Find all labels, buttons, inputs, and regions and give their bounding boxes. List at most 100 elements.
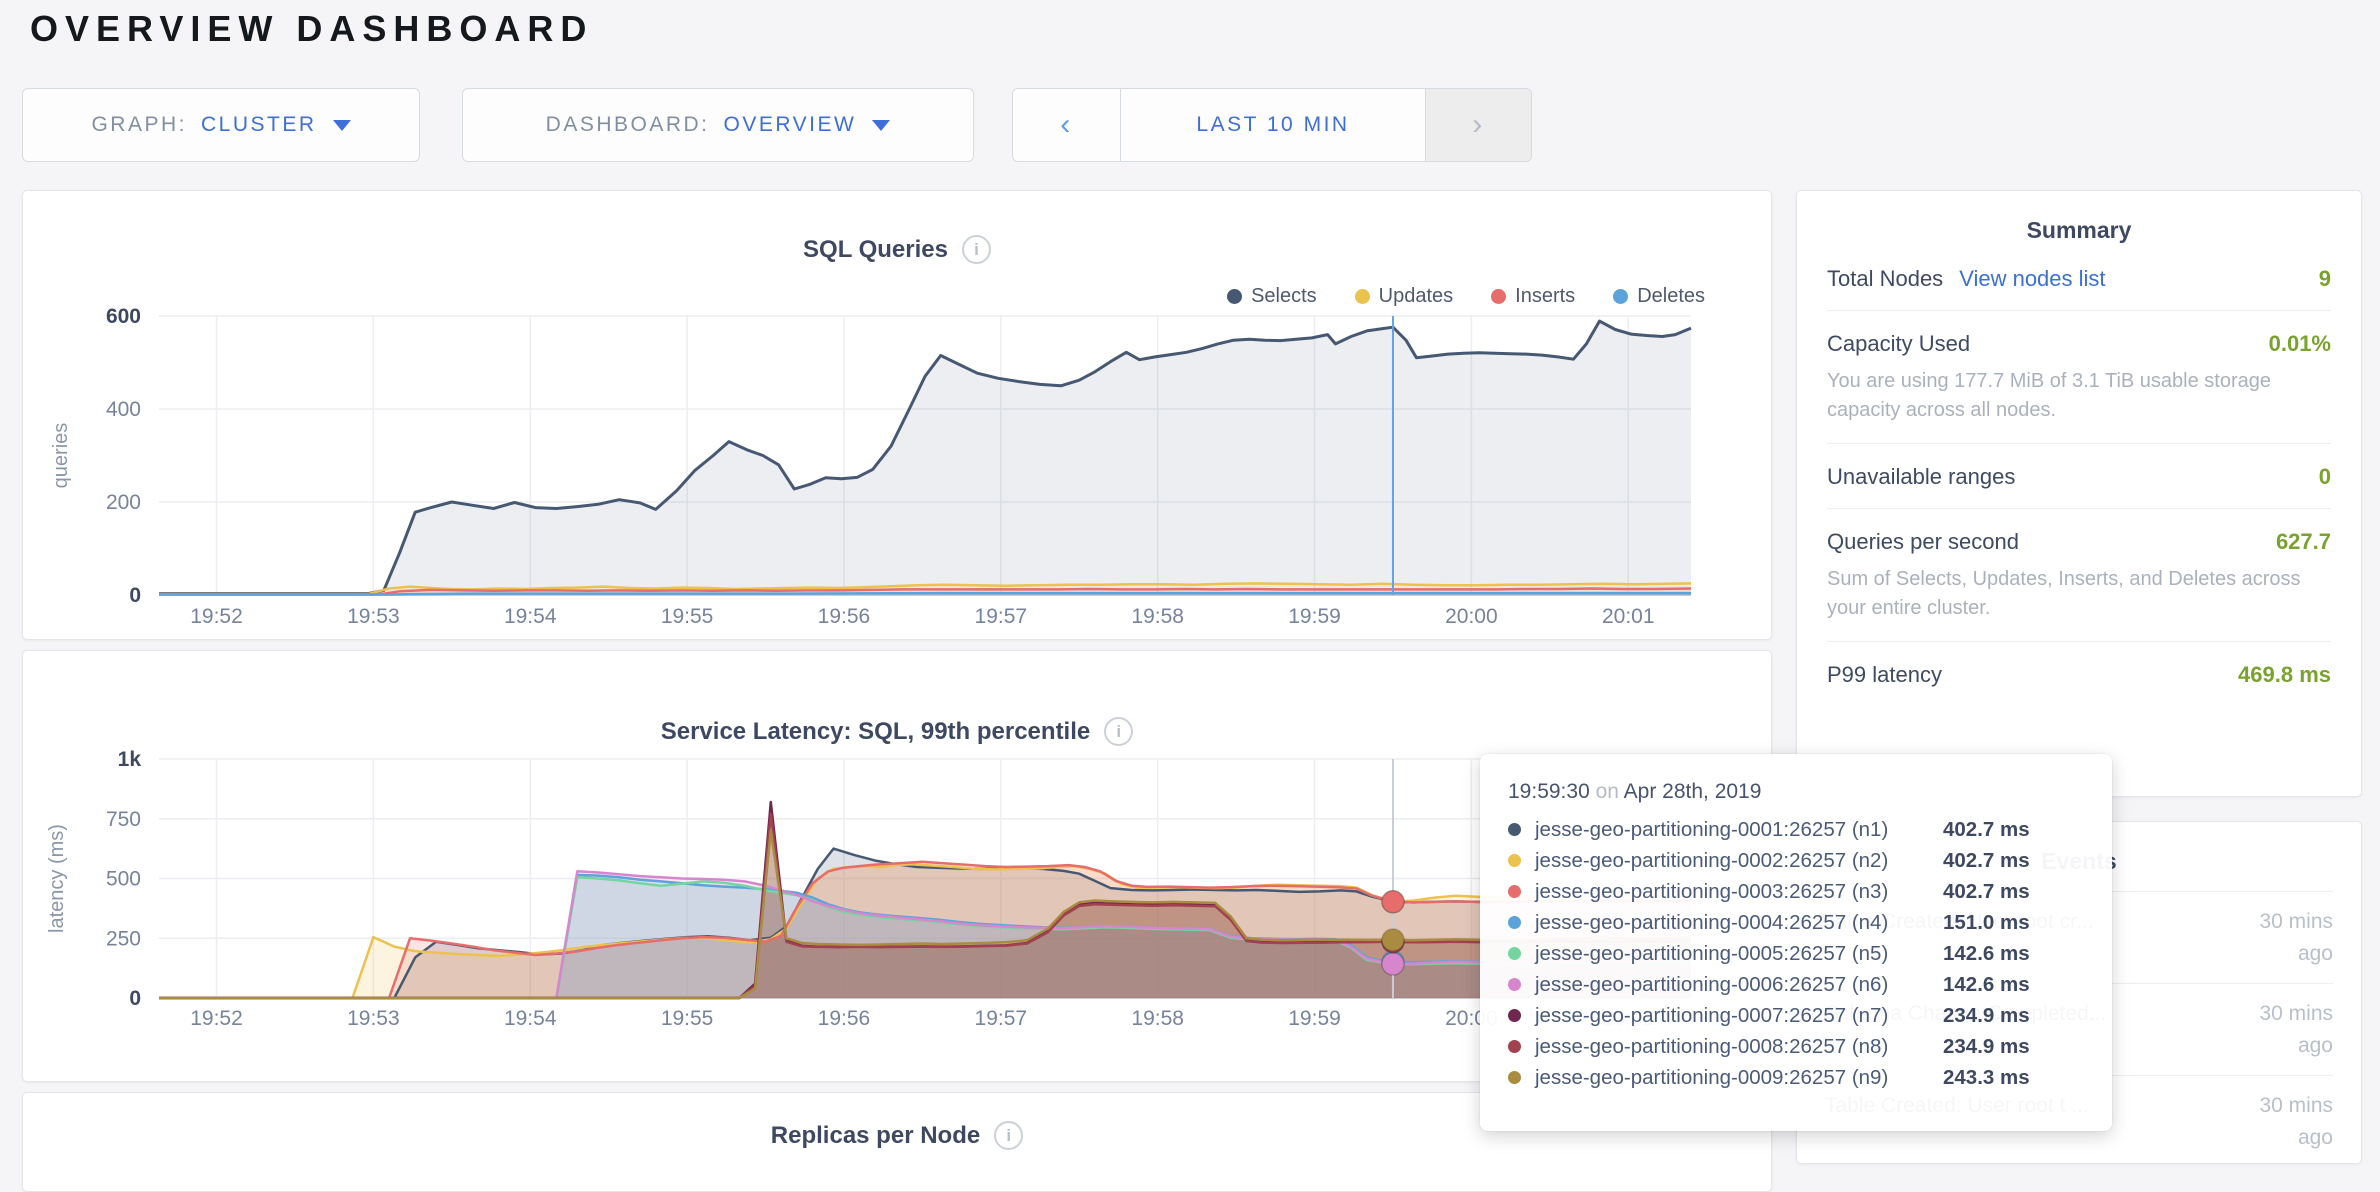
- time-prev-button[interactable]: ‹: [1013, 89, 1121, 161]
- page-title: OVERVIEW DASHBOARD: [30, 8, 594, 49]
- tooltip-time: 19:59:30: [1508, 780, 1590, 803]
- qps-value: 627.7: [2275, 529, 2331, 554]
- y-axis-tick-label: 0: [129, 987, 141, 1010]
- legend-item-updates[interactable]: Updates: [1354, 285, 1454, 308]
- capacity-used-description: You are using 177.7 MiB of 3.1 TiB usabl…: [1827, 370, 2271, 421]
- tooltip-date: Apr 28th, 2019: [1623, 780, 1762, 803]
- legend-item-selects[interactable]: Selects: [1227, 285, 1317, 308]
- y-axis-tick-label: 250: [106, 927, 141, 950]
- tooltip-node-row: jesse-geo-partitioning-0009:26257 (n9) 24…: [1508, 1062, 2084, 1093]
- total-nodes-label: Total Nodes: [1827, 266, 1944, 291]
- legend-dot-icon: [1354, 289, 1370, 304]
- replicas-per-node-title-text: Replicas per Node: [770, 1121, 981, 1149]
- summary-row-capacity: Capacity Used 0.01% You are using 177.7 …: [1827, 310, 2331, 443]
- node-color-dot-icon: [1508, 1040, 1521, 1053]
- summary-row-qps: Queries per second 627.7 Sum of Selects,…: [1827, 508, 2331, 641]
- hover-dot-jesse-geo-partitioning-0003:26257 (n3): [1381, 890, 1405, 914]
- tooltip-node-name: jesse-geo-partitioning-0003:26257 (n3): [1535, 879, 1889, 903]
- tooltip-node-name: jesse-geo-partitioning-0002:26257 (n2): [1535, 848, 1889, 872]
- x-axis-tick-label: 19:56: [818, 1007, 871, 1030]
- tooltip-node-name: jesse-geo-partitioning-0001:26257 (n1): [1535, 817, 1889, 841]
- node-color-dot-icon: [1508, 1071, 1521, 1084]
- x-axis-tick-label: 20:01: [1602, 605, 1655, 628]
- summary-row-p99: P99 latency 469.8 ms: [1827, 641, 2331, 706]
- x-axis-tick-label: 19:58: [1131, 605, 1184, 628]
- tooltip-node-value: 151.0 ms: [1943, 910, 2030, 934]
- view-nodes-list-link[interactable]: View nodes list: [1959, 266, 2106, 291]
- legend-dot-icon: [1227, 289, 1243, 304]
- tooltip-node-value: 234.9 ms: [1943, 1003, 2030, 1027]
- dashboard-dropdown[interactable]: DASHBOARD: OVERVIEW: [462, 88, 974, 162]
- y-axis-tick-label: 200: [106, 491, 141, 514]
- graph-dropdown[interactable]: GRAPH: CLUSTER: [22, 88, 420, 162]
- chevron-left-icon: ‹: [1060, 108, 1073, 141]
- event-timestamp: 30 mins ago: [2259, 1094, 2333, 1149]
- info-icon[interactable]: i: [961, 235, 991, 264]
- x-axis-tick-label: 19:57: [975, 1007, 1028, 1030]
- legend-item-deletes[interactable]: Deletes: [1613, 285, 1705, 308]
- series-line-jesse-geo-partitioning-0003:26257 (n3): [159, 860, 1692, 1000]
- tooltip-node-name: jesse-geo-partitioning-0006:26257 (n6): [1535, 972, 1889, 996]
- summary-row-unavailable-ranges: Unavailable ranges 0: [1827, 443, 2331, 508]
- service-latency-title-text: Service Latency: SQL, 99th percentile: [660, 717, 1091, 745]
- tooltip-node-name: jesse-geo-partitioning-0009:26257 (n9): [1535, 1065, 1889, 1089]
- tooltip-node-name: jesse-geo-partitioning-0005:26257 (n5): [1535, 941, 1889, 965]
- service-latency-title: Service Latency: SQL, 99th percentile i: [23, 717, 1771, 746]
- x-axis-tick-label: 19:53: [347, 1007, 400, 1030]
- info-icon[interactable]: i: [994, 1121, 1024, 1150]
- y-axis-tick-label: 500: [106, 868, 141, 891]
- y-axis-tick-label: 0: [129, 584, 141, 607]
- graph-dropdown-value: CLUSTER: [200, 113, 317, 136]
- tooltip-node-value: 402.7 ms: [1943, 879, 2030, 903]
- sql-queries-chart[interactable]: 19:52 19:53 19:54 19:55 19:56 19:57 19:58 19:59…: [23, 191, 1771, 639]
- tooltip-node-value: 234.9 ms: [1943, 1034, 2030, 1058]
- tooltip-node-value: 243.3 ms: [1943, 1065, 2030, 1089]
- latency-hover-tooltip: 19:59:30 on Apr 28th, 2019 jesse-geo-par…: [1480, 754, 2112, 1131]
- tooltip-node-row: jesse-geo-partitioning-0007:26257 (n7) 23…: [1508, 1000, 2084, 1031]
- node-color-dot-icon: [1508, 1009, 1521, 1022]
- time-next-button-disabled[interactable]: ›: [1425, 89, 1531, 161]
- x-axis-tick-label: 19:52: [190, 1007, 243, 1030]
- series-area-jesse-geo-partitioning-0003:26257 (n3): [159, 861, 1691, 998]
- chevron-down-icon: [872, 119, 891, 131]
- node-color-dot-icon: [1508, 916, 1521, 929]
- service-latency-chart[interactable]: 19:52 19:53 19:54 19:55 19:56 19:57 19:58 19:59…: [23, 651, 1771, 1081]
- info-icon[interactable]: i: [1104, 717, 1134, 746]
- legend-item-label: Updates: [1378, 285, 1454, 307]
- time-range-button[interactable]: LAST 10 MIN: [1121, 89, 1425, 161]
- node-color-dot-icon: [1508, 823, 1521, 836]
- series-area-jesse-geo-partitioning-0007:26257 (n7): [159, 802, 1691, 998]
- x-axis-tick-label: 19:54: [504, 605, 557, 628]
- capacity-used-value: 0.01%: [2268, 331, 2331, 356]
- y-axis-tick-label: 750: [106, 808, 141, 831]
- p99-latency-label: P99 latency: [1827, 662, 1942, 687]
- legend-item-label: Selects: [1251, 285, 1317, 307]
- chevron-right-icon: ›: [1472, 108, 1485, 141]
- series-area-jesse-geo-partitioning-0009:26257 (n9): [159, 830, 1691, 998]
- x-axis-tick-label: 19:55: [661, 1007, 714, 1030]
- replicas-per-node-title: Replicas per Node i: [23, 1121, 1771, 1150]
- x-axis-tick-label: 20:00: [1445, 605, 1498, 628]
- legend-dot-icon: [1491, 289, 1507, 304]
- series-line-Updates: [159, 582, 1692, 596]
- tooltip-timestamp: 19:59:30 on Apr 28th, 2019: [1508, 780, 2084, 804]
- event-timestamp: 30 mins ago: [2259, 910, 2333, 965]
- series-area-jesse-geo-partitioning-0002:26257 (n2): [159, 864, 1691, 998]
- x-axis-tick-label: 19:54: [504, 1007, 557, 1030]
- unavailable-ranges-value: 0: [2318, 464, 2331, 489]
- unavailable-ranges-label: Unavailable ranges: [1827, 464, 2016, 489]
- series-line-Selects: [159, 319, 1692, 596]
- p99-latency-value: 469.8 ms: [2238, 662, 2331, 687]
- legend-dot-icon: [1613, 289, 1629, 304]
- sql-queries-title: SQL Queries i: [23, 235, 1771, 264]
- legend-item-inserts[interactable]: Inserts: [1491, 285, 1575, 308]
- tooltip-node-row: jesse-geo-partitioning-0001:26257 (n1) 40…: [1508, 814, 2084, 845]
- tooltip-node-name: jesse-geo-partitioning-0008:26257 (n8): [1535, 1034, 1889, 1058]
- series-area-jesse-geo-partitioning-0006:26257 (n6): [159, 871, 1691, 998]
- chevron-down-icon: [332, 119, 351, 131]
- time-window-control: ‹ LAST 10 MIN ›: [1012, 88, 1532, 162]
- tooltip-node-row: jesse-geo-partitioning-0005:26257 (n5) 14…: [1508, 938, 2084, 969]
- y-axis-tick-label: 1k: [118, 748, 142, 771]
- sql-queries-card: SQL Queries i Selects Updates Inserts Delet…: [22, 190, 1772, 640]
- service-latency-card: Service Latency: SQL, 99th percentile i …: [22, 650, 1772, 1082]
